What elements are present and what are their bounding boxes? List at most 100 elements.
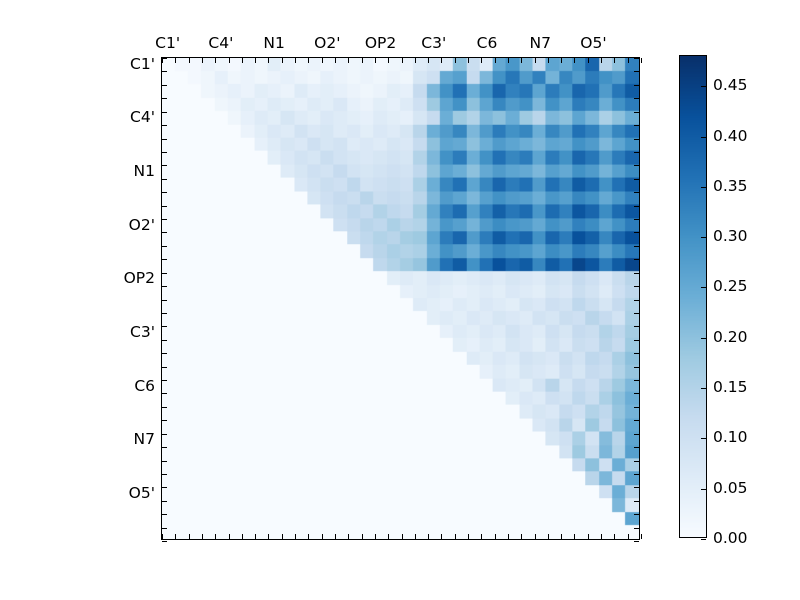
axis-tick bbox=[162, 84, 167, 86]
axis-tick bbox=[561, 58, 563, 63]
x-tick-label: C4' bbox=[208, 34, 234, 52]
axis-tick bbox=[627, 58, 629, 63]
y-tick-label: C1' bbox=[130, 54, 155, 73]
axis-tick bbox=[162, 366, 167, 368]
colorbar-tick-label: 0.25 bbox=[713, 277, 748, 296]
axis-tick bbox=[561, 534, 563, 539]
axis-tick bbox=[241, 58, 243, 63]
colorbar-tick-label: 0.00 bbox=[713, 529, 748, 547]
axis-tick bbox=[634, 165, 639, 167]
axis-tick bbox=[162, 58, 167, 59]
x-tick-label: C1' bbox=[155, 34, 181, 52]
axis-tick bbox=[634, 259, 639, 261]
axis-tick bbox=[634, 245, 639, 247]
axis-tick bbox=[634, 339, 639, 341]
axis-tick bbox=[601, 58, 603, 63]
axis-tick bbox=[587, 534, 589, 539]
axis-tick bbox=[414, 534, 416, 539]
axis-tick bbox=[534, 534, 536, 539]
heatmap-grid[interactable] bbox=[162, 58, 639, 539]
axis-tick bbox=[162, 58, 163, 63]
axis-tick bbox=[634, 353, 639, 355]
axis-tick bbox=[634, 366, 639, 368]
axis-tick bbox=[401, 58, 403, 63]
axis-tick bbox=[401, 534, 403, 539]
axis-tick bbox=[175, 58, 177, 63]
colorbar-tick bbox=[701, 186, 706, 188]
axis-tick bbox=[641, 534, 642, 539]
axis-tick bbox=[468, 58, 470, 63]
axis-tick bbox=[255, 534, 257, 539]
axis-tick bbox=[321, 58, 323, 63]
axis-tick bbox=[162, 460, 167, 462]
axis-tick bbox=[634, 84, 639, 86]
axis-tick bbox=[634, 541, 639, 542]
axis-tick bbox=[321, 534, 323, 539]
axis-tick bbox=[634, 192, 639, 194]
axis-tick bbox=[162, 259, 167, 261]
axis-tick bbox=[162, 138, 167, 140]
x-tick-label: C6 bbox=[476, 34, 498, 52]
axis-tick bbox=[334, 58, 336, 63]
axis-tick bbox=[162, 299, 167, 301]
axis-tick bbox=[162, 393, 167, 395]
axis-tick bbox=[162, 286, 167, 288]
axis-tick bbox=[295, 58, 297, 63]
axis-tick bbox=[162, 71, 167, 73]
axis-tick bbox=[634, 178, 639, 180]
colorbar-tick bbox=[701, 287, 706, 289]
axis-tick bbox=[494, 534, 496, 539]
colorbar-tick bbox=[701, 237, 706, 239]
axis-tick bbox=[428, 58, 430, 63]
heatmap-axes[interactable] bbox=[161, 57, 642, 542]
y-tick-label: C4' bbox=[130, 108, 155, 127]
axis-tick bbox=[188, 534, 190, 539]
axis-tick bbox=[268, 534, 270, 539]
axis-tick bbox=[162, 272, 167, 274]
axis-tick bbox=[162, 527, 167, 529]
axis-tick bbox=[627, 534, 629, 539]
axis-tick bbox=[175, 534, 177, 539]
axis-tick bbox=[162, 447, 167, 449]
colorbar-tick-label: 0.30 bbox=[713, 227, 748, 246]
axis-tick bbox=[507, 58, 509, 63]
axis-tick bbox=[634, 111, 639, 113]
axis-tick bbox=[162, 165, 167, 167]
axis-tick bbox=[634, 312, 639, 314]
y-tick-label: OP2 bbox=[123, 269, 155, 288]
axis-tick bbox=[634, 205, 639, 207]
colorbar-tick-label: 0.15 bbox=[713, 378, 748, 397]
axis-tick bbox=[634, 527, 639, 529]
axis-tick bbox=[454, 534, 456, 539]
colorbar-tick-label: 0.35 bbox=[713, 176, 748, 195]
axis-tick bbox=[634, 500, 639, 502]
axis-tick bbox=[281, 534, 283, 539]
colorbar-tick bbox=[701, 488, 706, 490]
axis-tick bbox=[481, 534, 483, 539]
axis-tick bbox=[468, 534, 470, 539]
axis-tick bbox=[162, 219, 167, 220]
colorbar[interactable] bbox=[679, 55, 707, 540]
axis-tick bbox=[162, 245, 167, 247]
axis-tick bbox=[162, 353, 167, 355]
colorbar-tick-label: 0.05 bbox=[713, 478, 748, 497]
axis-tick bbox=[268, 58, 270, 63]
axis-tick bbox=[228, 58, 230, 63]
axis-tick bbox=[162, 514, 167, 516]
axis-tick bbox=[162, 541, 167, 542]
axis-tick bbox=[308, 534, 310, 539]
y-tick-label: N7 bbox=[133, 430, 155, 449]
x-tick-label: N1 bbox=[263, 34, 285, 52]
axis-tick bbox=[162, 534, 163, 539]
axis-tick bbox=[634, 393, 639, 395]
axis-tick bbox=[534, 58, 536, 63]
axis-tick bbox=[255, 58, 257, 63]
colorbar-tick-label: 0.45 bbox=[713, 76, 748, 95]
axis-tick bbox=[281, 58, 283, 63]
colorbar-tick bbox=[701, 337, 706, 339]
axis-tick bbox=[634, 151, 639, 153]
colorbar-tick-label: 0.40 bbox=[713, 126, 748, 145]
axis-tick bbox=[634, 299, 639, 301]
axis-tick bbox=[361, 58, 363, 63]
axis-tick bbox=[507, 534, 509, 539]
